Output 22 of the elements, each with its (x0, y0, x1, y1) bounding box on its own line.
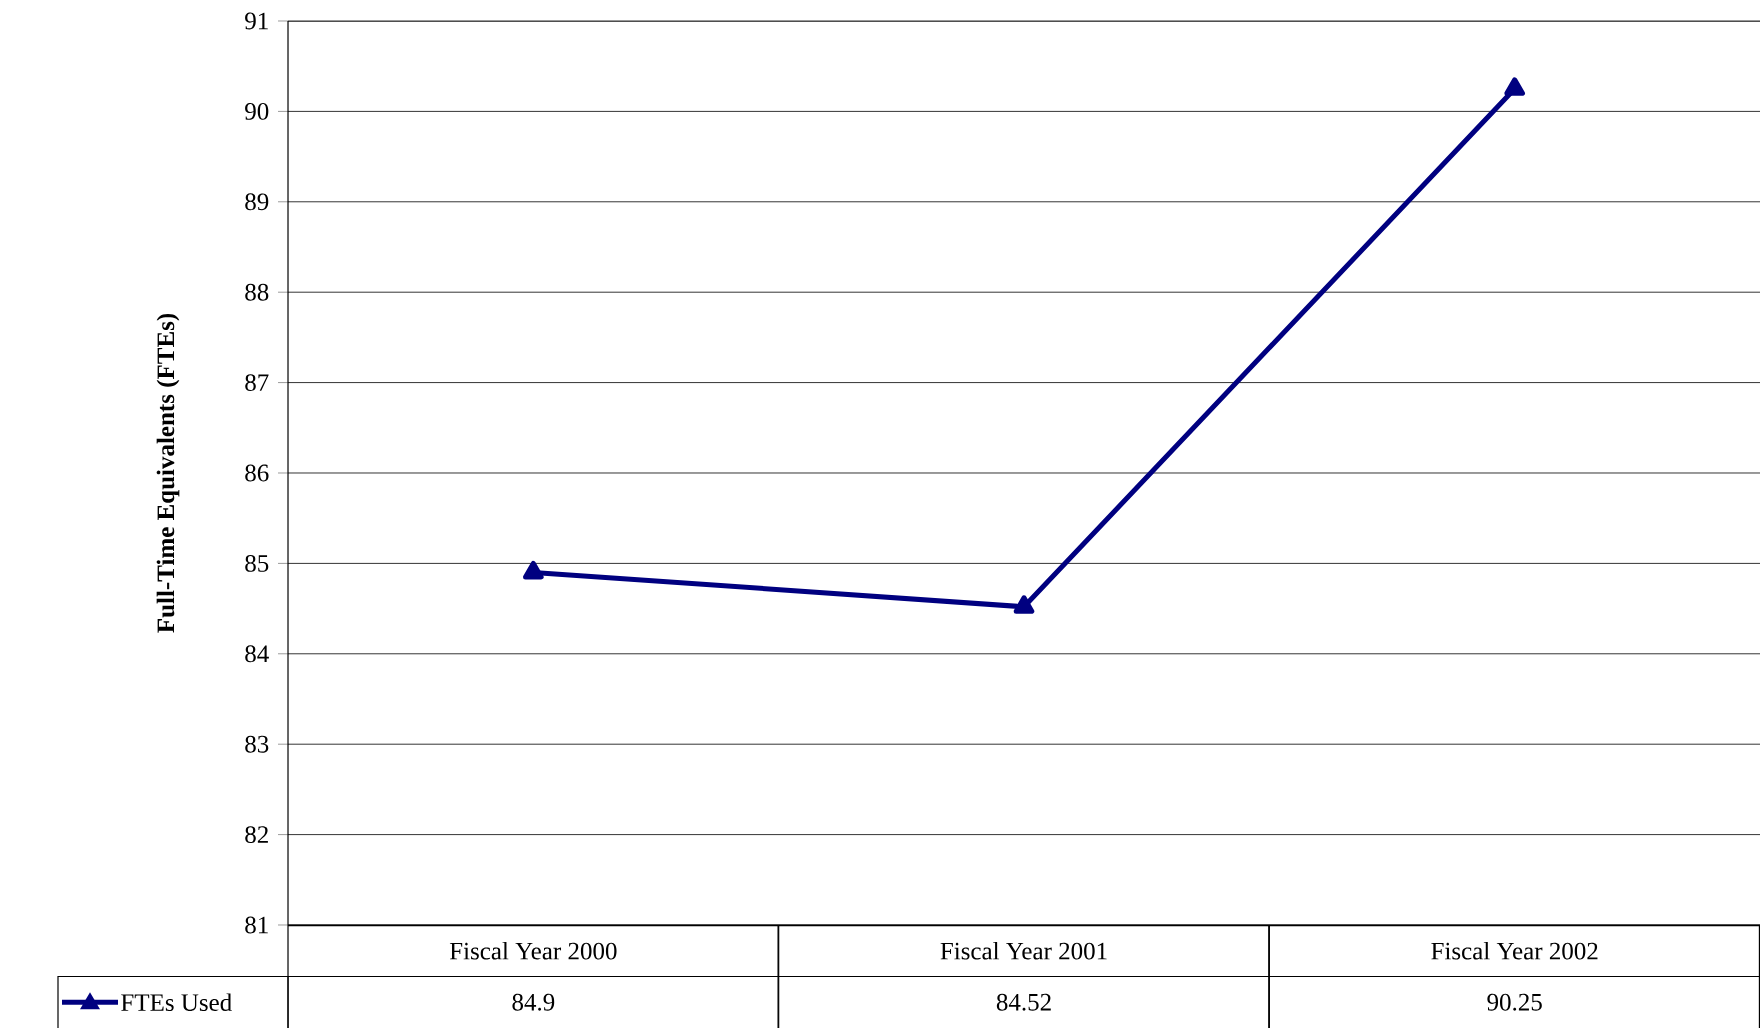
data-label: 90.25 (1487, 993, 1542, 1011)
y-tick-label: 81 (245, 916, 268, 934)
y-tick-label: 84 (245, 645, 269, 663)
y-tick-label: 85 (245, 554, 269, 572)
data-label: 84.52 (996, 993, 1051, 1011)
y-axis-title: Full-Time Equivalents (FTEs) (156, 313, 180, 633)
legend-label: FTEs Used (121, 993, 232, 1012)
y-tick-label: 90 (245, 102, 269, 120)
y-tick-label: 82 (245, 826, 268, 844)
data-label: 84.9 (512, 993, 555, 1011)
y-tick-label: 89 (245, 193, 269, 211)
point (523, 560, 544, 580)
y-tick-label: 88 (245, 283, 269, 301)
point (1013, 595, 1035, 614)
x-tick-label: Fiscal Year 2002 (1431, 941, 1598, 960)
x-tick-label: Fiscal Year 2000 (449, 941, 617, 960)
y-tick-label: 91 (245, 12, 268, 30)
point (1504, 77, 1525, 96)
y-tick-label: 86 (245, 464, 269, 482)
y-tick-label: 87 (245, 374, 269, 392)
x-tick-label: Fiscal Year 2001 (940, 941, 1107, 960)
y-tick-label: 83 (245, 735, 269, 753)
